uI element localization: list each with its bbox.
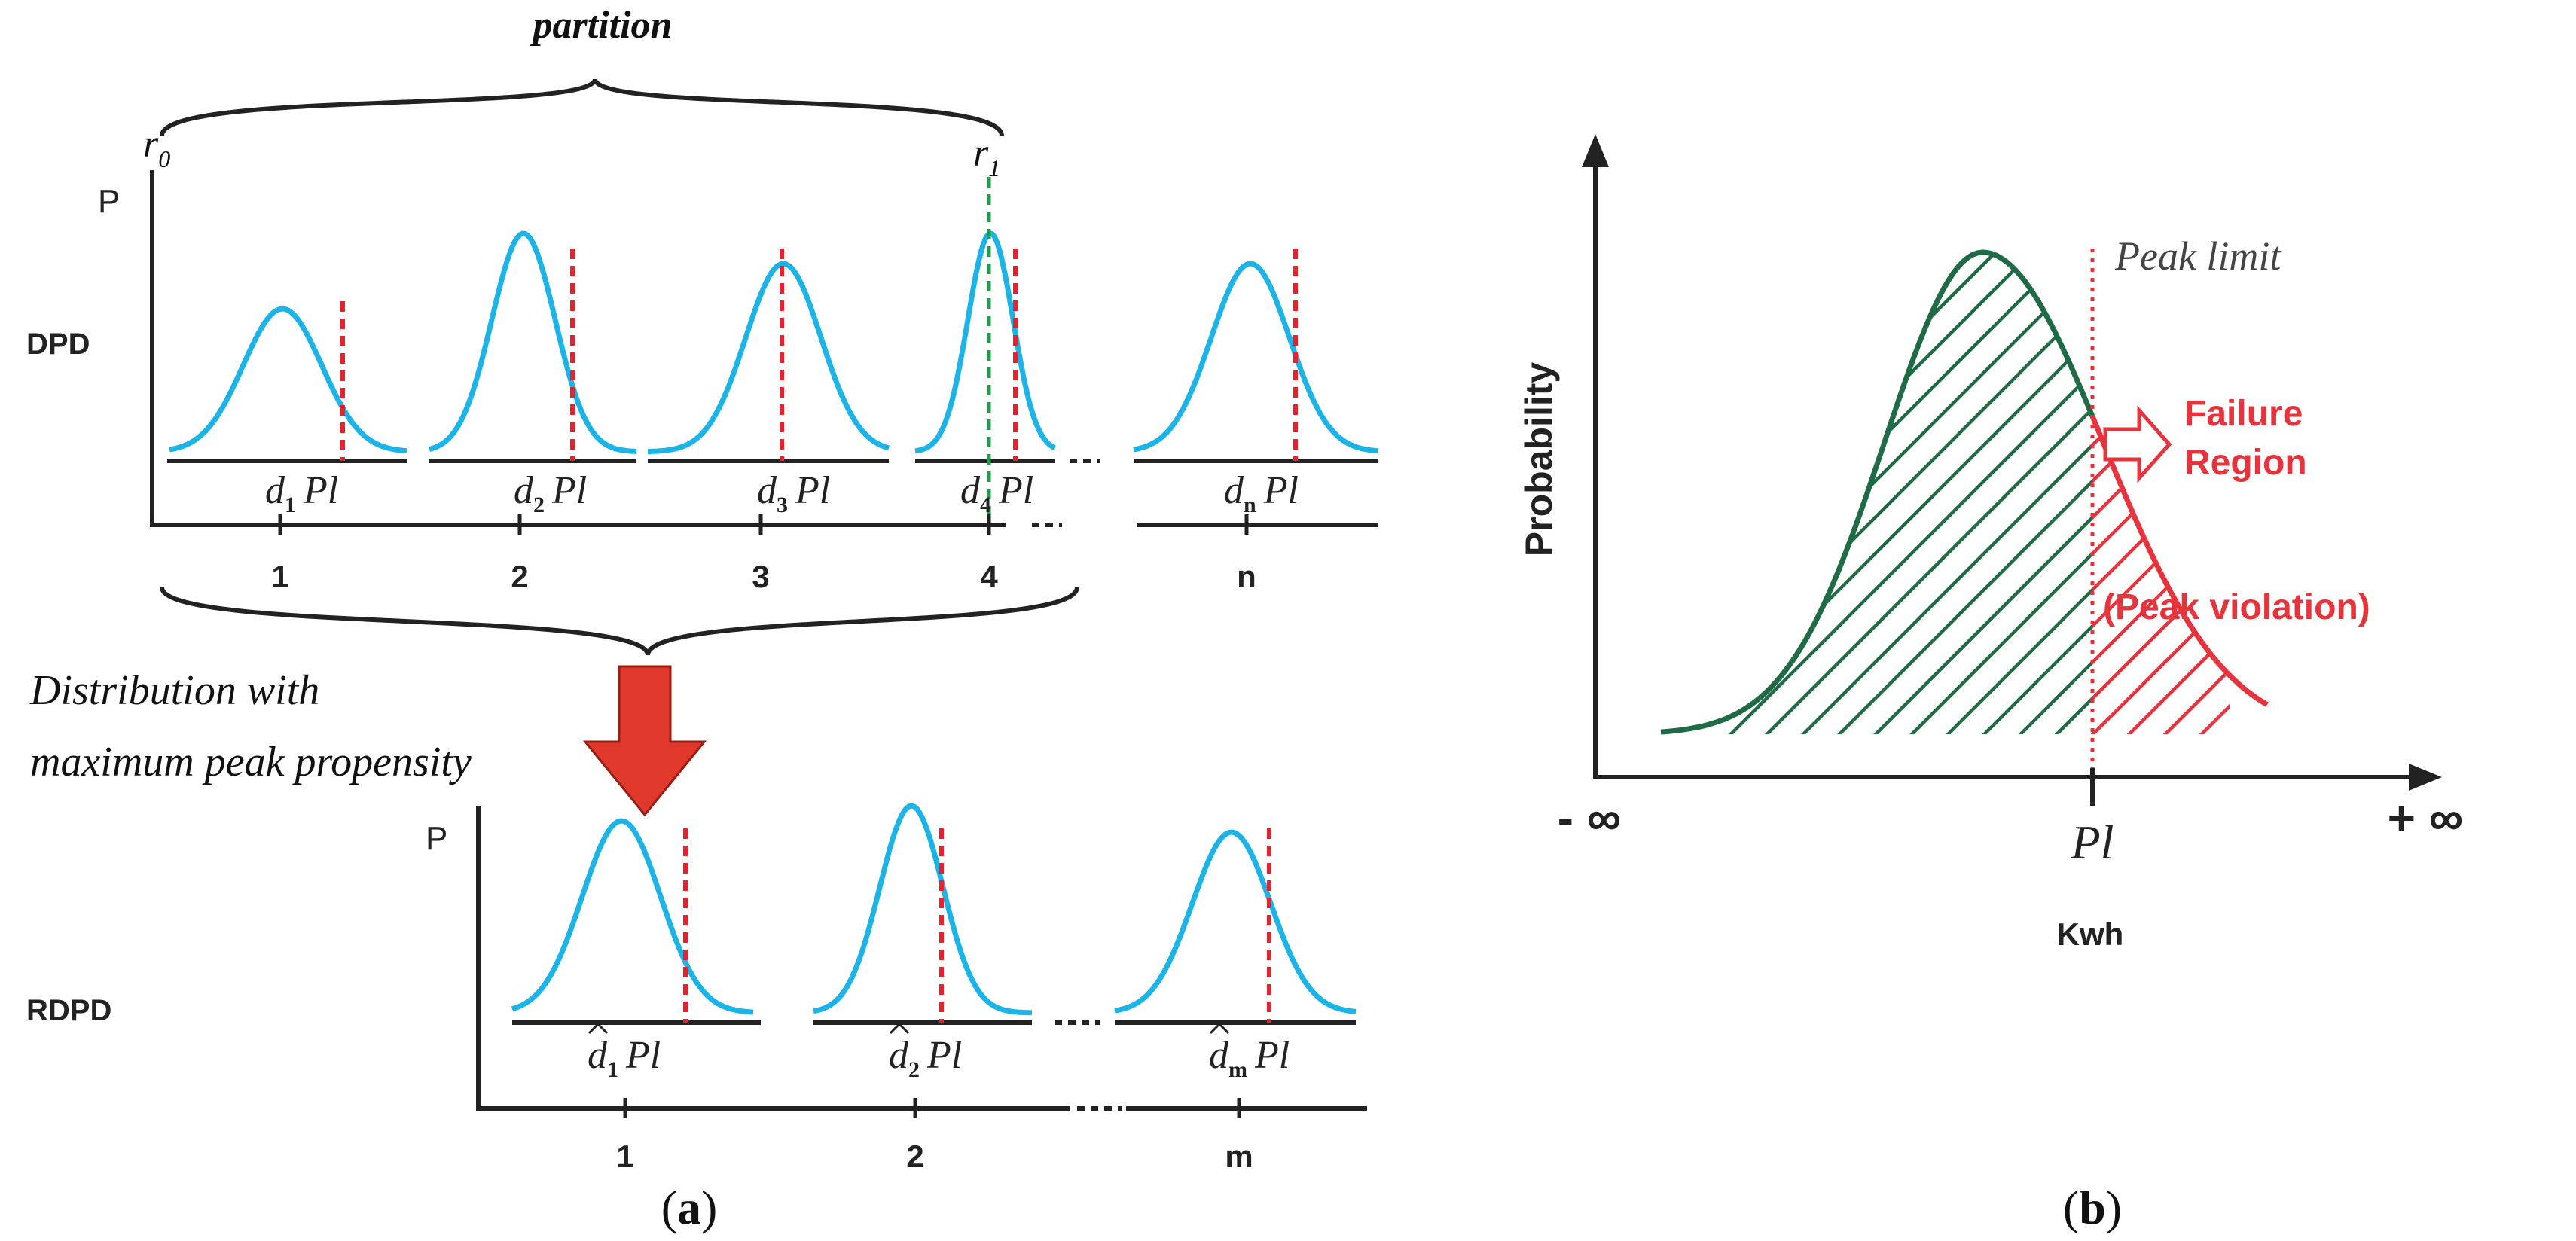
rdpd-index-label: 1	[616, 1139, 633, 1174]
rdpd-p-label: P	[426, 820, 447, 857]
safe-region	[1725, 252, 2092, 734]
dpd-index-label: 2	[511, 559, 528, 594]
dpd-distribution-5: dn Pl n	[1133, 249, 1379, 594]
selection-brace	[160, 587, 1079, 656]
panel-b: Peak limit Failure Region (Peak violatio…	[1518, 134, 2463, 1234]
dpd-curve	[169, 306, 407, 454]
rdpd-index-label: 2	[906, 1139, 923, 1174]
rdpd-d-label: dm Pl	[1209, 1034, 1290, 1082]
rdpd-d-label: d1 Pl	[588, 1034, 661, 1082]
dpd-distributions: d1 Pl 1 d2 Pl 2 d3 Pl 3 d4 Pl 4 dn Pl n	[167, 177, 1379, 594]
dpd-curve	[647, 261, 890, 455]
arrow-text-line2: maximum peak propensity	[30, 739, 472, 785]
x-left-label: - ∞	[1558, 791, 1622, 845]
rdpd-distributions: d1 Pl 1 d2 Pl 2 dm Pl m	[511, 803, 1357, 1174]
r0-label: r0	[143, 123, 170, 172]
dpd-index-label: n	[1237, 559, 1256, 594]
rdpd-curve	[813, 803, 1033, 1016]
rdpd-distribution-3: dm Pl m	[1114, 828, 1357, 1174]
caption-a: (a)	[661, 1181, 718, 1234]
hat-mark	[1209, 1022, 1230, 1035]
failure-region-arrow	[2103, 405, 2172, 483]
partition-brace	[160, 78, 1004, 136]
dpd-curve	[1133, 261, 1379, 454]
rdpd-row-label: RDPD	[26, 994, 111, 1027]
dpd-axes	[150, 170, 1378, 527]
x-right-label: + ∞	[2388, 791, 2464, 845]
panel-a: partition r0 r1 P DPD d1 Pl 1 d2 Pl 2 d3 Pl 3 d4 P…	[26, 4, 1379, 1234]
dpd-d-label: d3 Pl	[757, 469, 830, 517]
arrow-text-line1: Distribution with	[29, 667, 319, 714]
peak-limit-label: Peak limit	[2114, 233, 2282, 279]
dpd-d-label: d1 Pl	[265, 469, 338, 517]
x-axis-label: Kwh	[2057, 916, 2124, 952]
rdpd-curve	[511, 818, 754, 1015]
dpd-curve	[429, 230, 637, 454]
dpd-d-label: d2 Pl	[514, 469, 587, 517]
rdpd-curve	[1114, 829, 1357, 1014]
caption-b: (b)	[2063, 1181, 2122, 1234]
rdpd-distribution-1: d1 Pl 1	[511, 818, 761, 1174]
partition-label: partition	[530, 4, 673, 47]
hat-mark	[588, 1022, 609, 1035]
r1-label: r1	[973, 132, 1000, 181]
y-axis-label: Probability	[1518, 362, 1560, 557]
peak-violation-label: (Peak violation)	[2103, 587, 2370, 627]
dpd-distribution-2: d2 Pl 2	[429, 230, 637, 594]
dpd-d-label: d4 Pl	[960, 469, 1033, 517]
dpd-curve	[914, 230, 1056, 454]
selection-arrow	[582, 665, 707, 817]
x-axis-arrowhead	[2409, 764, 2442, 791]
rdpd-index-label: m	[1225, 1139, 1253, 1174]
dpd-index-label: 1	[271, 559, 288, 594]
failure-label-line1: Failure	[2184, 394, 2303, 434]
rdpd-d-label: d2 Pl	[889, 1034, 962, 1082]
hat-mark	[889, 1022, 910, 1035]
distribution-curve-right	[2089, 415, 2269, 707]
y-axis-arrowhead	[1582, 134, 1609, 167]
dpd-d-label: dn Pl	[1224, 469, 1299, 517]
rdpd-axes	[476, 806, 1367, 1111]
dpd-index-label: 3	[752, 559, 769, 594]
dpd-distribution-3: d3 Pl 3	[647, 249, 890, 594]
failure-label-line2: Region	[2184, 443, 2307, 483]
distribution-curve-left	[1660, 249, 2095, 735]
dpd-distribution-4: d4 Pl 4	[914, 177, 1056, 594]
dpd-p-label: P	[98, 183, 120, 220]
dpd-distribution-1: d1 Pl 1	[167, 301, 407, 594]
rdpd-distribution-2: d2 Pl 2	[813, 803, 1033, 1174]
pl-tick-label: Pl	[2071, 816, 2114, 869]
dpd-row-label: DPD	[26, 328, 90, 361]
dpd-index-label: 4	[980, 559, 998, 594]
